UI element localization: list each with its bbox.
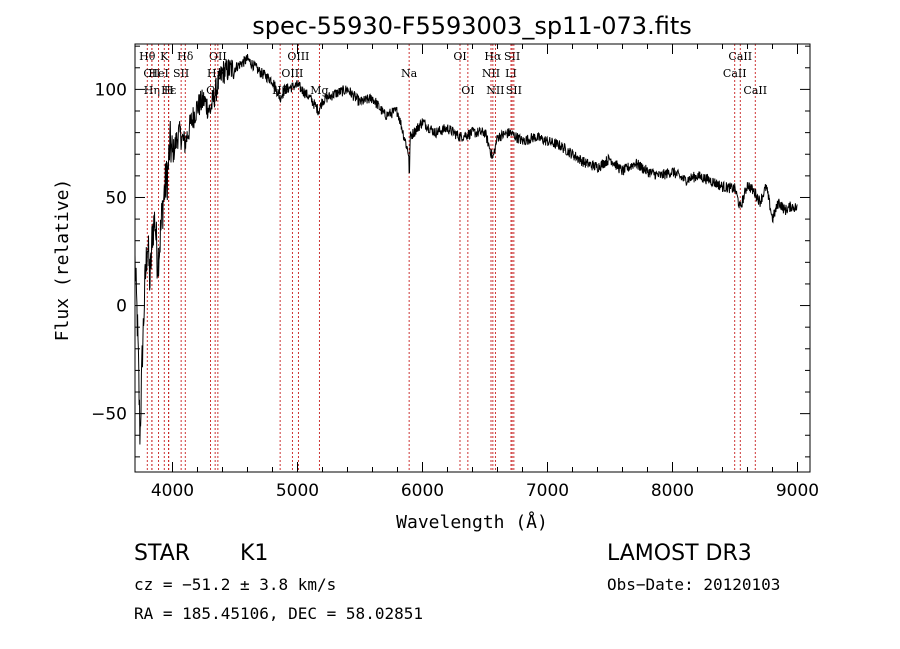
x-tick-label: 7000 bbox=[526, 481, 569, 501]
x-tick-label: 9000 bbox=[776, 481, 819, 501]
x-axis-label: Wavelength (Å) bbox=[396, 511, 548, 533]
y-tick-label: 0 bbox=[116, 297, 127, 317]
line-marker-label: Hε bbox=[161, 84, 177, 97]
y-axis: −50 0 50 100 bbox=[91, 45, 810, 458]
survey-name: LAMOST DR3 bbox=[607, 541, 752, 566]
line-marker-label: Na bbox=[401, 67, 418, 80]
line-marker-label: Hδ bbox=[177, 50, 194, 63]
line-marker-label: OII bbox=[209, 50, 227, 63]
object-subclass: K1 bbox=[240, 541, 268, 566]
line-marker-label: SII bbox=[506, 84, 522, 97]
line-marker-label: NII bbox=[482, 67, 500, 80]
y-tick-label: −50 bbox=[91, 405, 127, 425]
line-marker-label: OI bbox=[461, 84, 474, 97]
coordinates: RA = 185.45106, DEC = 58.02851 bbox=[134, 604, 423, 623]
redshift-text: cz = −51.2 ± 3.8 km/s bbox=[134, 575, 336, 594]
line-marker-label: CaII bbox=[723, 67, 747, 80]
x-tick-label: 8000 bbox=[651, 481, 694, 501]
x-tick-label: 5000 bbox=[276, 481, 319, 501]
line-marker-label: LI bbox=[505, 67, 517, 80]
line-marker-label: OIII bbox=[287, 50, 309, 63]
line-marker-label: Hθ bbox=[139, 50, 156, 63]
x-tick-label: 4000 bbox=[151, 481, 194, 501]
line-marker-label: Mg bbox=[310, 84, 328, 97]
y-tick-label: 50 bbox=[105, 188, 127, 208]
x-tick-label: 6000 bbox=[401, 481, 444, 501]
line-marker-label: OI bbox=[453, 50, 466, 63]
obs-date: Obs−Date: 20120103 bbox=[607, 575, 780, 594]
line-marker-label: SII bbox=[504, 50, 520, 63]
object-class: STAR bbox=[134, 541, 190, 566]
line-marker-label: OIII bbox=[281, 67, 303, 80]
y-tick-label: 100 bbox=[95, 80, 127, 100]
line-marker-label: G bbox=[206, 84, 215, 97]
line-marker-label: Hα bbox=[484, 50, 502, 63]
line-marker-label: SII bbox=[173, 67, 189, 80]
plot-frame bbox=[134, 43, 811, 473]
chart-title: spec-55930-F5593003_sp11-073.fits bbox=[252, 12, 691, 40]
line-marker-label: Hη bbox=[144, 84, 160, 97]
y-axis-label: Flux (relative) bbox=[52, 179, 73, 342]
line-marker-label: CaII bbox=[728, 50, 752, 63]
line-marker-label: CaII bbox=[743, 84, 767, 97]
x-axis: 4000 5000 6000 7000 8000 9000 bbox=[151, 44, 819, 501]
line-marker-label: HeI bbox=[148, 67, 168, 80]
line-marker-label: NII bbox=[486, 84, 504, 97]
spectrum-line bbox=[134, 53, 798, 445]
line-marker-label: H bbox=[164, 84, 174, 97]
line-marker-label: K bbox=[160, 50, 169, 63]
